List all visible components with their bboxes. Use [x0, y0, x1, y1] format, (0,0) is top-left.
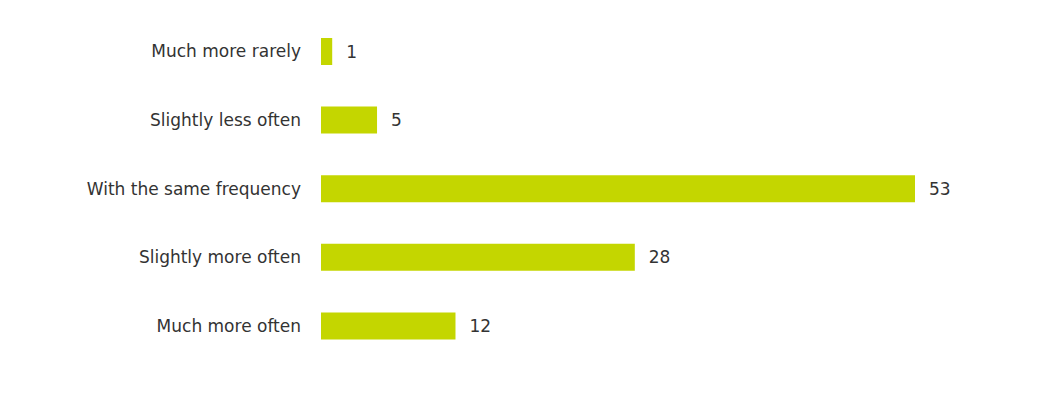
svg-text:Slightly less often: Slightly less often: [150, 110, 301, 130]
svg-text:1: 1: [346, 42, 357, 62]
svg-text:With the same frequency: With the same frequency: [87, 179, 301, 199]
svg-text:53: 53: [929, 179, 951, 199]
svg-text:Slightly more often: Slightly more often: [139, 247, 301, 267]
svg-text:5: 5: [391, 110, 402, 130]
svg-text:Much more often: Much more often: [157, 316, 301, 336]
svg-text:12: 12: [469, 316, 491, 336]
svg-text:Much more rarely: Much more rarely: [151, 41, 301, 61]
svg-text:28: 28: [649, 247, 671, 267]
